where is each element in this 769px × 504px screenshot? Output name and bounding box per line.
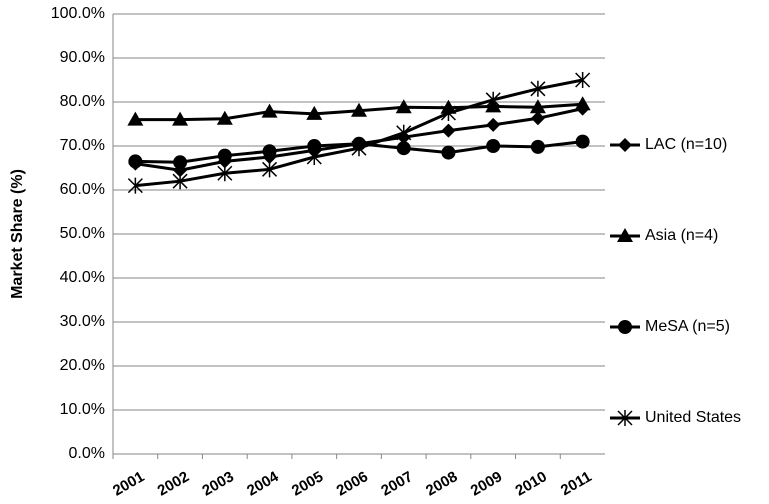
x-tick-label: 2010: [512, 468, 549, 499]
marker: [262, 161, 278, 178]
y-tick-label: 20.0%: [60, 357, 105, 374]
x-tick-label: 2009: [468, 468, 505, 499]
legend-marker: [617, 410, 633, 426]
marker: [217, 148, 232, 163]
marker: [440, 105, 456, 121]
x-tick-label: 2001: [110, 468, 147, 499]
y-tick-label: 60.0%: [60, 181, 105, 198]
y-tick-label: 70.0%: [60, 137, 105, 154]
legend-label: Asia (n=4): [645, 227, 718, 244]
marker: [485, 91, 501, 108]
y-tick-label: 50.0%: [60, 225, 105, 242]
x-tick-label: 2002: [155, 468, 192, 499]
x-tick-label: 2005: [289, 468, 326, 499]
legend-label: United States: [645, 409, 741, 426]
marker: [529, 99, 546, 114]
marker: [575, 134, 590, 149]
marker: [127, 111, 144, 126]
marker: [306, 105, 323, 120]
marker: [307, 139, 322, 153]
marker: [530, 80, 546, 97]
y-tick-label: 90.0%: [60, 49, 105, 66]
x-tick-label: 2007: [378, 468, 415, 499]
y-axis-label: Market Share (%): [9, 169, 26, 299]
marker: [530, 111, 545, 126]
x-tick-label: 2011: [558, 468, 595, 499]
y-tick-label: 40.0%: [60, 269, 105, 286]
marker: [530, 139, 545, 154]
marker: [351, 140, 367, 157]
y-tick-label: 100.0%: [51, 5, 105, 22]
x-tick-label: 2003: [199, 468, 236, 499]
x-tick-label: 2006: [334, 468, 371, 499]
marker: [216, 110, 233, 125]
legend-label: LAC (n=10): [645, 136, 727, 153]
y-tick-label: 10.0%: [60, 401, 105, 418]
marker: [486, 117, 501, 132]
marker: [172, 111, 189, 126]
marker: [395, 99, 412, 114]
marker: [306, 149, 322, 165]
marker: [441, 123, 456, 138]
marker: [486, 139, 501, 153]
y-tick-label: 0.0%: [69, 445, 105, 462]
marker: [262, 144, 277, 159]
y-tick-label: 80.0%: [60, 93, 105, 110]
marker: [396, 124, 412, 141]
marker: [396, 141, 411, 156]
marker: [173, 155, 188, 170]
x-tick-label: 2008: [423, 468, 460, 499]
marker: [351, 102, 367, 117]
legend-label: MeSA (n=5): [645, 318, 730, 335]
marker: [127, 177, 143, 194]
marker: [261, 103, 278, 118]
series-line: [135, 78, 583, 188]
marker: [441, 145, 456, 160]
y-tick-label: 30.0%: [60, 313, 105, 330]
marker: [575, 72, 591, 88]
legend-marker: [618, 138, 632, 152]
marker: [172, 173, 188, 190]
marker: [217, 165, 233, 182]
legend-marker: [618, 320, 632, 334]
x-tick-label: 2004: [244, 468, 282, 500]
marker: [128, 154, 143, 169]
legend-marker: [617, 228, 633, 242]
marker: [574, 96, 591, 111]
